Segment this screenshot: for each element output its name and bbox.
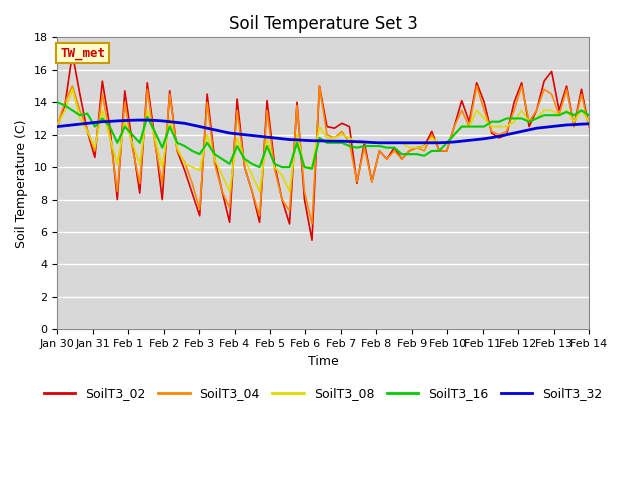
Text: TW_met: TW_met xyxy=(60,47,105,60)
Y-axis label: Soil Temperature (C): Soil Temperature (C) xyxy=(15,119,28,248)
Title: Soil Temperature Set 3: Soil Temperature Set 3 xyxy=(228,15,418,33)
X-axis label: Time: Time xyxy=(308,355,339,368)
Legend: SoilT3_02, SoilT3_04, SoilT3_08, SoilT3_16, SoilT3_32: SoilT3_02, SoilT3_04, SoilT3_08, SoilT3_… xyxy=(39,382,607,405)
